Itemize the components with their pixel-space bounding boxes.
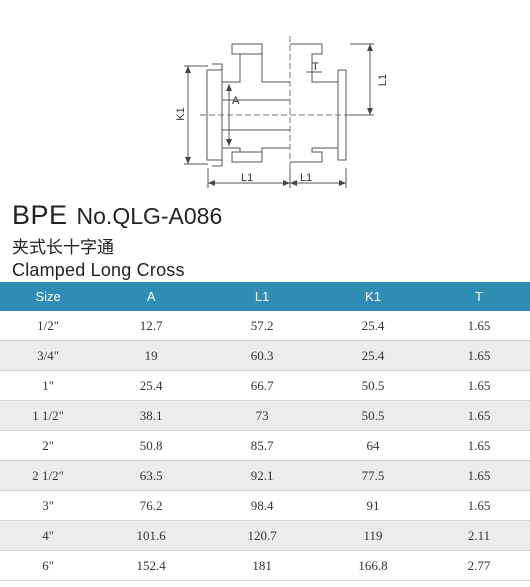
cell-t: 1.65 bbox=[427, 430, 530, 461]
cell-a: 152.4 bbox=[96, 550, 207, 581]
cell-t: 1.65 bbox=[427, 490, 530, 521]
cell-size: 2" bbox=[0, 430, 97, 461]
cell-size: 1 1/2" bbox=[0, 400, 97, 431]
cell-l1: 98.4 bbox=[206, 490, 319, 521]
cell-a: 50.8 bbox=[96, 430, 207, 461]
dim-label-a: A bbox=[232, 95, 240, 107]
cell-k1: 64 bbox=[318, 430, 428, 461]
table-row: 1" 25.4 66.7 50.5 1.65 bbox=[0, 370, 530, 401]
cell-t: 1.65 bbox=[427, 400, 530, 431]
cell-l1: 73 bbox=[206, 400, 319, 431]
col-header-a: A bbox=[96, 282, 207, 311]
cell-k1: 25.4 bbox=[318, 340, 428, 371]
model-number: No.QLG-A086 bbox=[76, 203, 223, 229]
cell-size: 3/4" bbox=[0, 340, 97, 371]
cell-k1: 119 bbox=[318, 520, 428, 551]
product-heading: BPE No.QLG-A086 bbox=[12, 200, 222, 231]
cell-l1: 120.7 bbox=[206, 520, 319, 551]
table-row: 2" 50.8 85.7 64 1.65 bbox=[0, 430, 530, 461]
cell-k1: 50.5 bbox=[318, 400, 428, 431]
cell-a: 76.2 bbox=[96, 490, 207, 521]
cell-k1: 50.5 bbox=[318, 370, 428, 401]
dim-label-k1: K1 bbox=[175, 107, 187, 120]
cell-size: 2 1/2" bbox=[0, 460, 97, 491]
brand-label: BPE bbox=[12, 200, 68, 230]
cell-size: 1/2" bbox=[0, 311, 97, 341]
cell-l1: 85.7 bbox=[206, 430, 319, 461]
cell-size: 1" bbox=[0, 370, 97, 401]
cell-k1: 25.4 bbox=[318, 311, 428, 341]
dim-label-t: T bbox=[312, 61, 319, 73]
cell-a: 25.4 bbox=[96, 370, 207, 401]
cell-a: 63.5 bbox=[96, 460, 207, 491]
cell-a: 12.7 bbox=[96, 311, 207, 341]
cell-l1: 181 bbox=[206, 550, 319, 581]
product-name-cn: 夹式长十字通 bbox=[12, 238, 114, 258]
cell-a: 101.6 bbox=[96, 520, 207, 551]
cell-t: 1.65 bbox=[427, 370, 530, 401]
cell-l1: 66.7 bbox=[206, 370, 319, 401]
cell-t: 1.65 bbox=[427, 311, 530, 341]
table-row: 1 1/2" 38.1 73 50.5 1.65 bbox=[0, 400, 530, 431]
cell-a: 38.1 bbox=[96, 400, 207, 431]
cell-l1: 92.1 bbox=[206, 460, 319, 491]
col-header-t: T bbox=[427, 282, 530, 311]
cell-l1: 57.2 bbox=[206, 311, 319, 341]
table-row: 2 1/2" 63.5 92.1 77.5 1.65 bbox=[0, 460, 530, 491]
table-row: 4" 101.6 120.7 119 2.11 bbox=[0, 520, 530, 551]
spec-table-header-row: Size A L1 K1 T bbox=[0, 282, 530, 311]
table-row: 3/4" 19 60.3 25.4 1.65 bbox=[0, 340, 530, 371]
cell-k1: 77.5 bbox=[318, 460, 428, 491]
table-row: 1/2" 12.7 57.2 25.4 1.65 bbox=[0, 311, 530, 341]
dim-label-l1-bottom-right: L1 bbox=[300, 172, 312, 184]
dim-label-l1-bottom-left: L1 bbox=[241, 172, 253, 184]
cell-l1: 60.3 bbox=[206, 340, 319, 371]
cell-k1: 91 bbox=[318, 490, 428, 521]
dim-label-l1-right: L1 bbox=[377, 74, 389, 86]
cell-size: 4" bbox=[0, 520, 97, 551]
cell-t: 1.65 bbox=[427, 460, 530, 491]
spec-table: Size A L1 K1 T 1/2" 12.7 57.2 25.4 1.65 … bbox=[0, 282, 530, 581]
product-name-en: Clamped Long Cross bbox=[12, 260, 185, 280]
cell-t: 2.77 bbox=[427, 550, 530, 581]
cell-t: 2.11 bbox=[427, 520, 530, 551]
cell-k1: 166.8 bbox=[318, 550, 428, 581]
col-header-k1: K1 bbox=[318, 282, 428, 311]
table-row: 6" 152.4 181 166.8 2.77 bbox=[0, 550, 530, 581]
cross-fitting-drawing: K1 A T L1 L1 L1 bbox=[175, 36, 389, 188]
cell-t: 1.65 bbox=[427, 340, 530, 371]
cell-size: 6" bbox=[0, 550, 97, 581]
col-header-l1: L1 bbox=[206, 282, 319, 311]
table-row: 3" 76.2 98.4 91 1.65 bbox=[0, 490, 530, 521]
cell-a: 19 bbox=[96, 340, 207, 371]
product-title-block: BPE No.QLG-A086 夹式长十字通 Clamped Long Cros… bbox=[12, 200, 222, 281]
col-header-size: Size bbox=[0, 282, 97, 311]
cell-size: 3" bbox=[0, 490, 97, 521]
